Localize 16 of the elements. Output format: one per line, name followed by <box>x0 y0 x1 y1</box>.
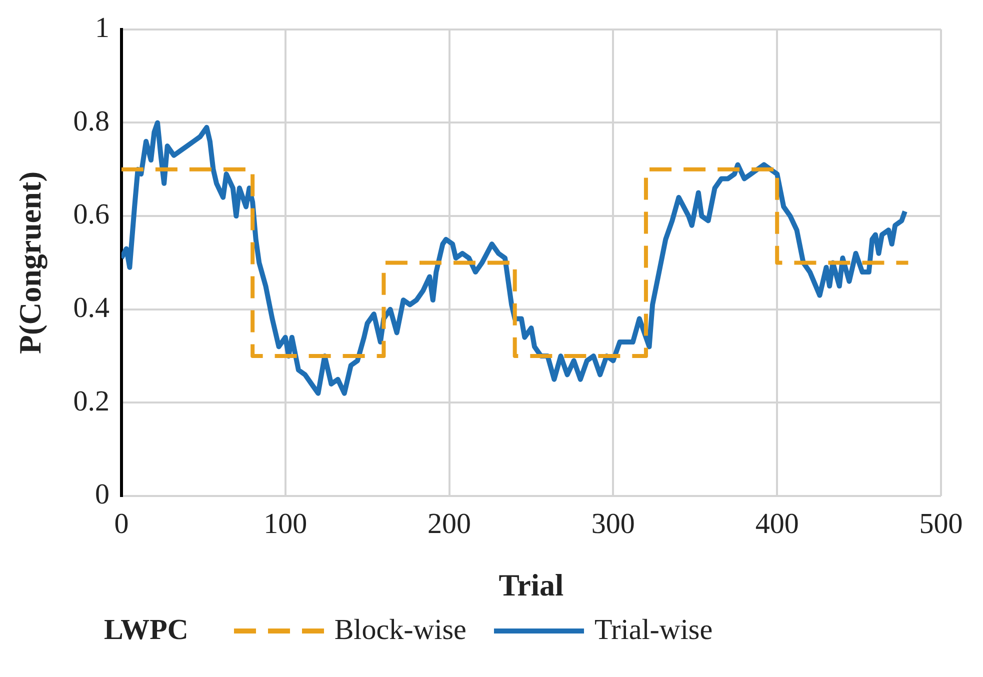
y-tick-label: 0.8 <box>73 105 110 138</box>
x-tick-label: 100 <box>264 508 308 540</box>
x-tick-label: 400 <box>755 508 799 540</box>
y-tick-label: 0.6 <box>73 198 110 231</box>
y-tick-label: 0.4 <box>73 292 110 324</box>
x-tick-label: 500 <box>919 508 963 540</box>
y-tick-label: 1 <box>94 12 110 44</box>
legend-label: Trial-wise <box>594 614 713 647</box>
x-tick-label: 200 <box>428 508 472 540</box>
legend-label: Block-wise <box>334 614 466 647</box>
x-tick-label: 300 <box>591 508 635 540</box>
y-tick-label: 0 <box>94 478 110 511</box>
y-axis-title: P(Congruent) <box>12 171 48 354</box>
legend-title: LWPC <box>104 614 188 647</box>
x-axis-title: Trial <box>498 567 564 602</box>
y-tick-label: 0.2 <box>73 385 110 418</box>
